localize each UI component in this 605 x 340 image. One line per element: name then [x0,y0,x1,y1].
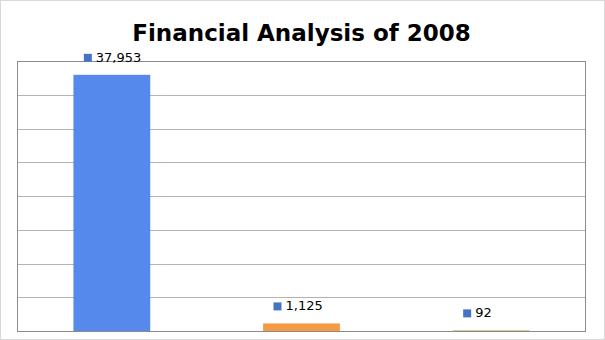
label-marker [274,302,282,310]
label-marker [463,309,471,317]
chart-title: Financial Analysis of 2008 [132,20,470,46]
data-label: 37,953 [96,50,142,65]
data-labels: 37,953 1,125 92 [84,50,492,321]
chart-border [1,1,605,340]
chart-container: Financial Analysis of 2008 37,953 1,125 92 [0,0,605,340]
data-label: 92 [475,305,492,320]
chart-svg: Financial Analysis of 2008 37,953 1,125 92 [0,0,605,340]
bar [73,75,150,331]
bars [73,75,529,331]
grid [17,62,586,332]
data-label: 1,125 [286,298,323,313]
bar [263,323,340,331]
bar [453,330,530,331]
label-marker [84,54,92,62]
plot-frame [18,62,586,332]
